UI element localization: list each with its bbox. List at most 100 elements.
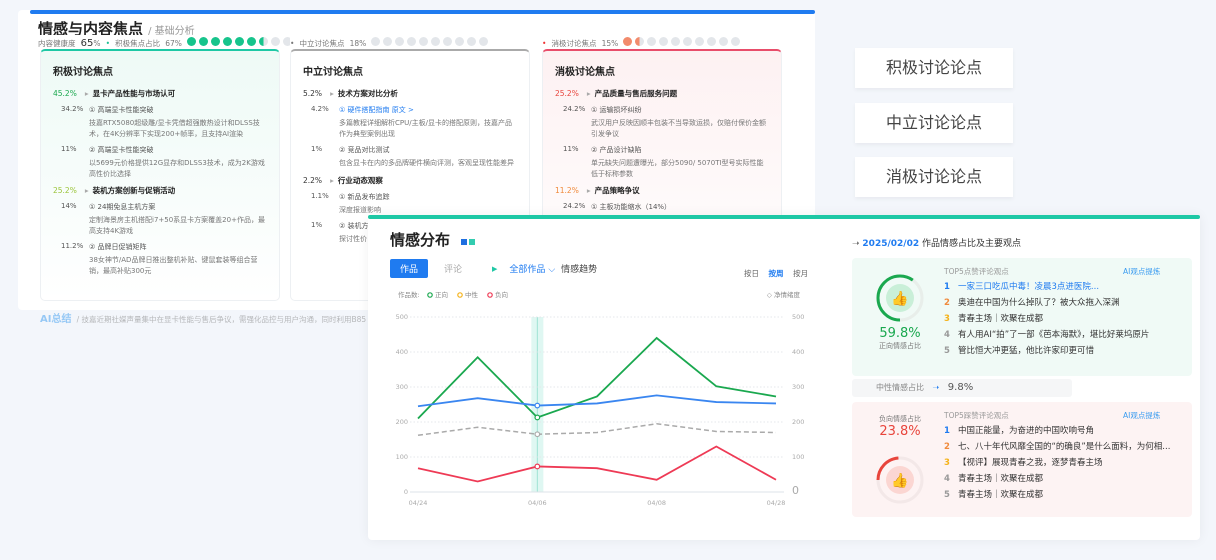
ratio-dot (198, 37, 208, 46)
opinion-item[interactable]: 4 青春主场｜欢聚在成都 (944, 472, 1170, 484)
item-desc: 技嘉RTX5080超级雕/显卡凭借超强散热设计和DLSS技术，在4K分辨率下实现… (89, 119, 260, 138)
positive-label: 正向情感占比 (879, 342, 921, 350)
ratio-dot (210, 37, 220, 46)
opinion-text: 青春主场｜欢聚在成都 (958, 474, 1044, 484)
neg-row: • 消极讨论焦点 15% (542, 35, 746, 48)
x-tick-label: 04/06 (528, 499, 547, 507)
item-desc: 以5699元价格提供12G显存和DLSS3技术，成为2K游戏高性价比选择 (89, 159, 265, 178)
focus-item: 24.2% ① 运输损坏纠纷 武汉用户反映因顺丰包装不当导致运损，仅赔付保价金额引… (563, 105, 769, 139)
item-pct: 1% (311, 145, 323, 153)
focus-item: 1% ② 装机方 探讨性价 (311, 221, 517, 245)
right-legend: ◇ 净情绪度 (767, 290, 801, 299)
neg-ratio-dots (623, 31, 743, 50)
group-title: 产品质量与售后服务问题 (594, 89, 678, 98)
health-value: 65 (80, 38, 94, 49)
ai-summary-text: / 技嘉近期社媒声量集中在显卡性能与售后争议，需强化品控与用户沟通，同时利用B8… (76, 315, 367, 324)
item-pct: 11.2% (61, 242, 84, 250)
health-unit: % (93, 39, 101, 48)
positive-list-title: TOP5点赞评论观点 (944, 267, 1009, 276)
granularity-month[interactable]: 按月 (793, 269, 809, 278)
source-link[interactable]: 原文 > (391, 106, 414, 114)
granularity-week[interactable]: 按周 (768, 269, 784, 278)
focus-card: 积极讨论焦点 45.2% ▸ 显卡产品性能与市场认可 34.2% ① 高端显卡性能突破 技… (40, 49, 280, 301)
neutral-points-button[interactable]: 中立讨论论点 (855, 103, 1013, 143)
y-tick-label: 100 (396, 453, 408, 461)
opinion-item[interactable]: 5 青春主场｜欢聚在成都 (944, 488, 1170, 500)
y2-tick-label: 500 (792, 313, 804, 321)
opinion-text: 七、八十年代风靡全国的“的确良”是什么面料，为何相... (958, 442, 1171, 452)
item-title: ① 24期免息主机方案 (89, 203, 156, 211)
health-label: 内容健康度 (38, 39, 76, 48)
item-pct: 11% (563, 145, 579, 153)
ratio-dot (671, 37, 681, 46)
negative-label: 负向情感占比 (879, 415, 921, 423)
y-tick-label: 400 (396, 348, 408, 356)
item-pct: 24.2% (563, 202, 586, 210)
ratio-dot (455, 37, 465, 46)
focus-item: 11.2% ② 品牌日促销矩阵 38女神节/AD品牌日推出整机补贴、键鼠套装等组合… (61, 242, 267, 276)
opinion-item[interactable]: 3 青春主场｜欢聚在成都 (944, 312, 1149, 324)
positive-gauge: 👍 (876, 274, 924, 322)
series-line-负向 (417, 445, 777, 483)
negative-points-button[interactable]: 消极讨论论点 (855, 157, 1013, 197)
thumbs-up-icon: 👍 (891, 290, 908, 307)
positive-points-button[interactable]: 积极讨论论点 (855, 48, 1013, 88)
opinion-text: 一家三口吃瓜中毒！凌晨3点进医院... (958, 282, 1100, 292)
group-title: 产品策略争议 (594, 186, 640, 195)
ratio-dot (731, 37, 741, 46)
rank-number: 2 (944, 298, 950, 308)
card-title: 中立讨论焦点 (303, 67, 363, 78)
group-pct: 25.2% (53, 186, 77, 195)
opinion-item[interactable]: 1 一家三口吃瓜中毒！凌晨3点进医院... (944, 280, 1149, 292)
y2-tick-label: 200 (792, 418, 804, 426)
y-tick-label: 200 (396, 418, 408, 426)
tab-comments[interactable]: 评论 (444, 265, 463, 275)
summary-heading: 作品情感占比及主要观点 (921, 239, 1021, 249)
ratio-dot (383, 37, 393, 46)
sentiment-trend-chart: 作品数: 正向 中性 负向 ◇ 净情绪度 0 0 100 100 200 200 300 300 400 4… (396, 290, 805, 507)
ratio-dot (635, 37, 645, 46)
opinion-text: 中国正能量，为奋进的中国吹响号角 (958, 426, 1095, 436)
panel-accent-bar (368, 215, 1200, 219)
opinion-item[interactable]: 3 【视评】展现青春之我，逐梦青春主场 (944, 456, 1170, 468)
card-title: 积极讨论焦点 (53, 67, 113, 78)
health-row: 内容健康度 65% • 积极焦点占比 67% (38, 35, 309, 49)
y2-tick-label: 400 (792, 348, 804, 356)
opinion-item[interactable]: 1 中国正能量，为奋进的中国吹响号角 (944, 424, 1170, 436)
opinion-item[interactable]: 2 七、八十年代风靡全国的“的确良”是什么面料，为何相... (944, 440, 1170, 452)
item-title: ① 主板功能缩水（14%） (591, 203, 672, 211)
opinion-item[interactable]: 5 管比恒大冲更猛，他比许家印更可惜 (944, 344, 1149, 356)
focus-item: 34.2% ① 高端显卡性能突破 技嘉RTX5080超级雕/显卡凭借超强散热设计和… (61, 105, 267, 139)
positive-ai-link[interactable]: AI观点提炼 (1123, 267, 1161, 276)
group-title: 技术方案对比分析 (337, 89, 398, 98)
y2-tick-label: 0 (792, 484, 799, 497)
focus-item: 14% ① 24期免息主机方案 定制海景房主机搭配i7+50系显卡方案覆盖20+作… (61, 202, 267, 236)
rank-number: 3 (944, 458, 950, 468)
ratio-dot (623, 37, 633, 46)
decor-squares-icon (461, 239, 468, 245)
negative-ai-link[interactable]: AI观点提炼 (1123, 411, 1161, 420)
focus-group: 11.2% ▸ 产品策略争议 (555, 186, 640, 195)
x-tick-label: 04/08 (647, 499, 666, 507)
tab-works[interactable]: 作品 (390, 259, 429, 278)
item-pct: 1.1% (311, 191, 329, 200)
opinion-item[interactable]: 4 有人用AI“拍”了一部《芭本海默》，堪比好莱坞原片 (944, 328, 1149, 340)
negative-gauge: 👍 (876, 456, 924, 504)
granularity-day[interactable]: 按日 (744, 269, 759, 278)
rank-number: 1 (944, 426, 950, 436)
opinion-item[interactable]: 2 奥迪在中国为什么掉队了？被大众拖入深渊 (944, 296, 1149, 308)
y2-tick-label: 300 (792, 383, 804, 391)
neu-label: 中立讨论焦点 (299, 39, 345, 48)
ratio-dot (270, 37, 280, 46)
item-pct: 4.2% (311, 105, 329, 113)
item-desc: 多篇教程详细解析CPU/主板/显卡的搭配原则，技嘉产品作为典型案例出现 (339, 119, 512, 138)
ratio-dot (282, 37, 292, 46)
pos-ratio-label: 积极焦点占比 (115, 39, 161, 48)
opinion-text: 青春主场｜欢聚在成都 (958, 490, 1044, 500)
ratio-dot (707, 37, 717, 46)
works-filter-dropdown[interactable]: 全部作品 ⌵ (509, 262, 555, 275)
ratio-dot (419, 37, 429, 46)
negative-summary-box: 负向情感占比 23.8% 👍 TOP5踩赞评论观点 AI观点提炼 1 中国正能量，… (852, 402, 1192, 517)
focus-item: 11% ② 产品设计缺陷 单元缺失问题遭曝光，部分5090/ 5070TI型号实际… (563, 145, 769, 179)
focus-item: 4.2% ① 硬件搭配指南 原文 > 多篇教程详细解析CPU/主板/显卡的搭配原则，… (311, 105, 517, 139)
